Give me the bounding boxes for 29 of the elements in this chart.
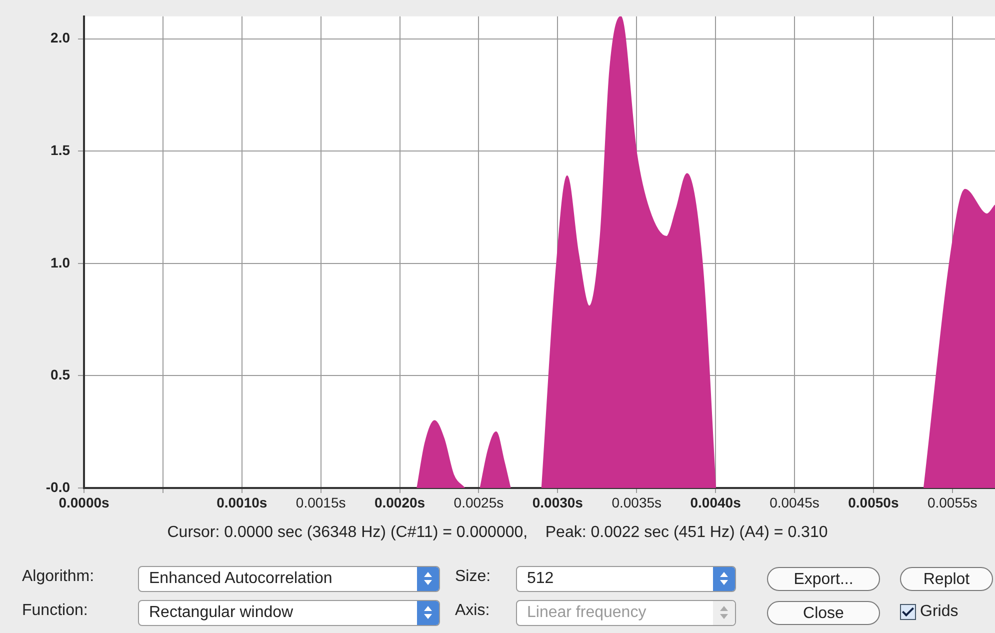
y-tick-label: 0.5 xyxy=(50,366,70,383)
x-tick-label: 0.0025s xyxy=(454,494,504,510)
text: Close xyxy=(767,601,880,625)
text: 512 xyxy=(527,570,554,588)
text: Algorithm: xyxy=(22,568,94,586)
text: Cursor: 0.0000 sec (36348 Hz) (C#11) = 0.000000, Peak: 0.0022 sec (451 Hz) (A4) = 0.310 xyxy=(166,524,829,542)
x-tick-label: 0.0010s xyxy=(216,494,268,510)
text: Linear frequency xyxy=(527,604,646,622)
x-tick-label: 0.0055s xyxy=(927,494,978,510)
x-tick-label: 0.0050s xyxy=(848,494,899,510)
x-tick-label: 0.0020s xyxy=(374,494,426,510)
text: Size: xyxy=(455,568,491,586)
text: Grids xyxy=(920,603,958,621)
text: Export... xyxy=(767,567,880,591)
x-tick-label: 0.0035s xyxy=(612,494,662,510)
text: Enhanced Autocorrelation xyxy=(149,570,332,588)
text: Axis: xyxy=(455,602,490,620)
x-tick-label: 0.0015s xyxy=(296,494,346,510)
y-tick-label: 1.0 xyxy=(50,254,70,270)
text: Function: xyxy=(22,602,88,620)
x-tick-label: 0.0045s xyxy=(770,494,820,510)
x-tick-label: 0.0040s xyxy=(690,494,742,510)
x-tick-label: 0.0030s xyxy=(532,494,584,510)
y-tick-label: -0.0 xyxy=(46,478,70,495)
text: Replot xyxy=(900,567,993,591)
y-tick-label: 1.5 xyxy=(50,142,70,158)
y-tick-label: 2.0 xyxy=(50,30,70,46)
text: Rectangular window xyxy=(149,604,294,622)
x-tick-label: 0.0000s xyxy=(58,494,110,510)
